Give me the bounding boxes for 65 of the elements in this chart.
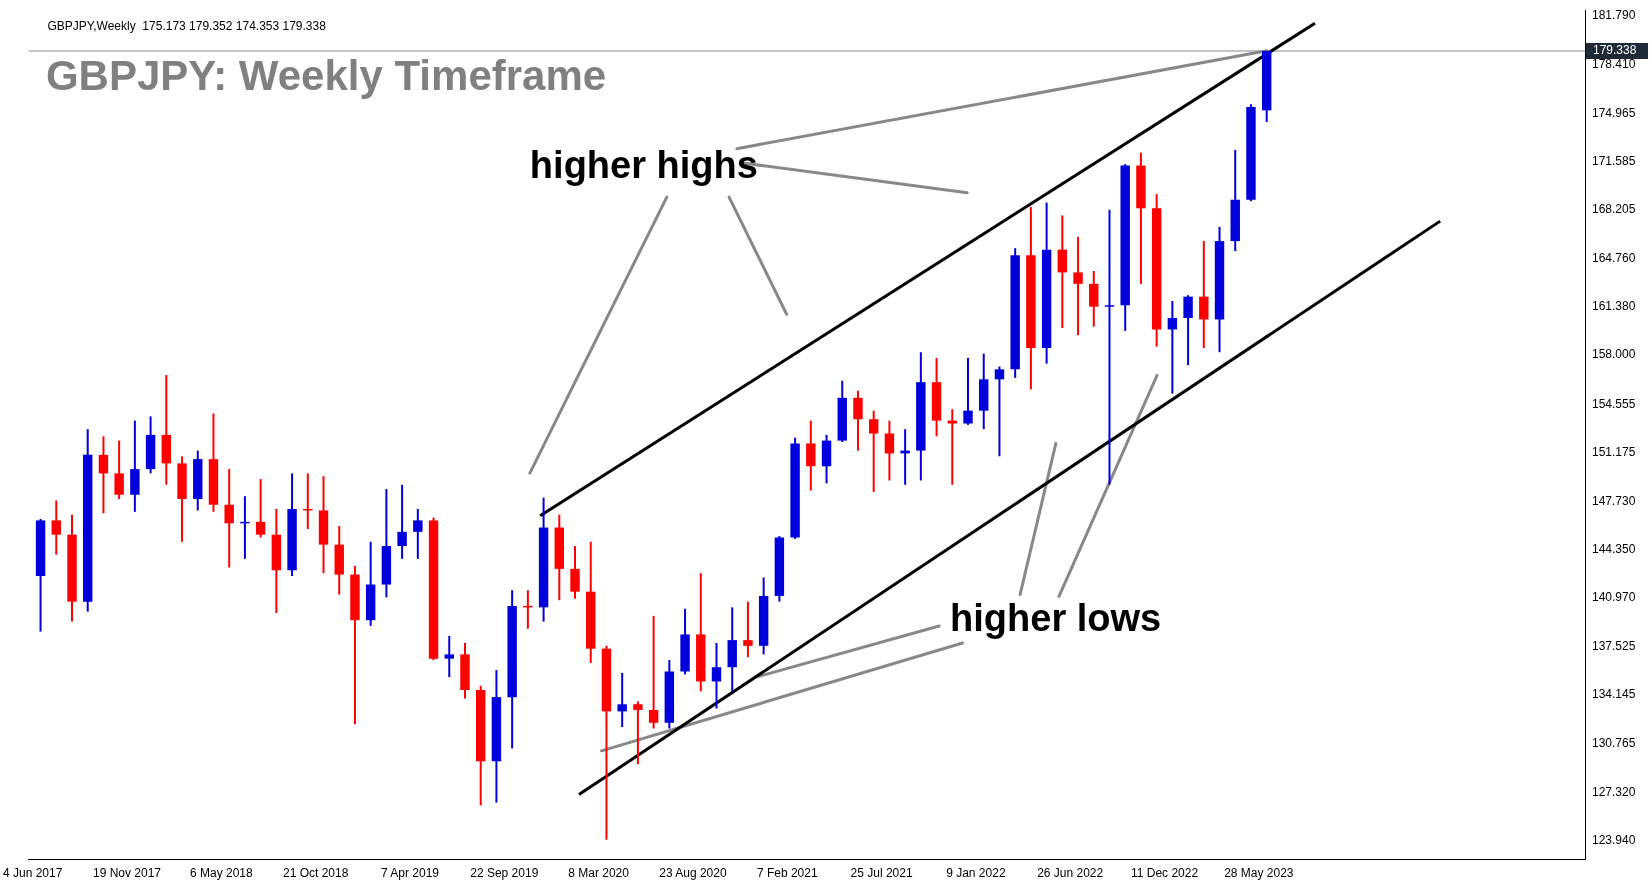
candlestick [648, 614, 659, 730]
candlestick [397, 483, 407, 560]
y-tick-label: 123.940 [1592, 832, 1636, 847]
annotation: higher lows [950, 596, 1162, 639]
x-tick-label: 22 Sep 2019 [470, 866, 539, 881]
y-tick-label: 151.175 [1592, 444, 1636, 459]
x-tick-label: 4 Jun 2017 [3, 866, 63, 881]
candlestick [806, 419, 816, 492]
candlestick [98, 435, 109, 515]
candlestick [303, 472, 313, 530]
x-tick-label: 21 Oct 2018 [282, 866, 349, 881]
y-tick-label: 171.585 [1592, 153, 1636, 168]
x-tick-label: 7 Feb 2021 [756, 866, 818, 881]
y-tick-label: 168.205 [1592, 201, 1636, 216]
candlestick [743, 600, 753, 659]
candlestick [853, 389, 863, 452]
candlestick [1183, 294, 1193, 367]
x-tick-label: 7 Apr 2019 [380, 866, 440, 881]
candlestick [51, 499, 61, 556]
candlestick [570, 545, 580, 600]
y-tick-label: 178.410 [1592, 56, 1636, 71]
x-tick-label: 11 Dec 2022 [1130, 866, 1199, 881]
y-tick-label: 130.765 [1592, 735, 1636, 750]
candlestick [868, 409, 879, 493]
candlestick [1057, 214, 1068, 330]
x-tick-label: 28 May 2023 [1224, 866, 1294, 881]
ref-line-label: 179.338 [1593, 43, 1637, 58]
y-tick-label: 181.790 [1592, 8, 1636, 23]
candlestick [884, 419, 895, 482]
y-tick-label: 137.525 [1592, 639, 1636, 654]
candlestick [224, 468, 234, 569]
candlestick [994, 365, 1005, 458]
y-tick-label: 134.145 [1592, 687, 1636, 702]
y-tick-label: 164.760 [1592, 251, 1636, 266]
y-tick-label: 161.380 [1592, 299, 1636, 314]
x-tick-label: 9 Jan 2022 [946, 866, 1006, 881]
x-tick-label: 25 Jul 2021 [850, 866, 913, 881]
candlestick [1073, 235, 1083, 337]
x-tick-label: 23 Aug 2020 [659, 866, 727, 881]
x-tick-label: 19 Nov 2017 [92, 866, 162, 881]
candlestick [255, 478, 266, 539]
candlestick [1104, 208, 1115, 486]
x-tick-label: 8 Mar 2020 [568, 866, 630, 881]
candlestick [633, 700, 643, 766]
candlestick [711, 641, 722, 710]
y-tick-label: 154.555 [1592, 396, 1636, 411]
y-tick-label: 147.730 [1592, 493, 1636, 508]
candlestick [114, 439, 124, 501]
candlestick [617, 671, 627, 729]
text: GBPJPY: Weekly Timeframe [45, 51, 607, 99]
candlestick [444, 634, 454, 679]
y-tick-label: 144.350 [1592, 541, 1636, 556]
y-tick-label: 174.965 [1592, 105, 1636, 120]
annotation: GBPJPY,Weekly 175.173 179.352 174.353 179.338 [47, 18, 327, 33]
candlestick [1089, 270, 1099, 328]
y-tick-label: 127.320 [1592, 784, 1636, 799]
candlestick [413, 508, 423, 560]
x-tick-label: 26 Jun 2022 [1037, 866, 1104, 881]
candlestick [963, 356, 973, 426]
candlestick [1199, 240, 1209, 349]
y-tick-label: 158.000 [1592, 347, 1636, 362]
x-tick-label: 6 May 2018 [189, 866, 254, 881]
annotation: higher highs [529, 143, 758, 186]
y-tick-label: 140.970 [1592, 590, 1636, 605]
candlestick [1167, 299, 1178, 395]
